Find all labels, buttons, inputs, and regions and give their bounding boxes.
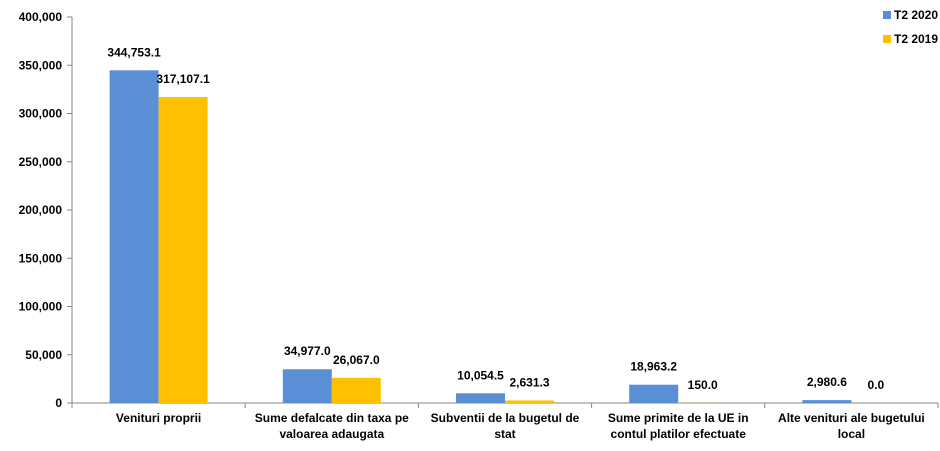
- y-tick-label: 350,000: [19, 58, 63, 72]
- y-tick-label: 200,000: [19, 203, 63, 217]
- bar-series-2019-cat-3: [505, 400, 554, 403]
- bar-series-2020-cat-2: [283, 369, 332, 403]
- data-label-series-2020-cat-2: 34,977.0: [284, 344, 331, 358]
- data-label-series-2019-cat-5: 0.0: [868, 378, 885, 392]
- y-tick-label: 150,000: [19, 251, 63, 265]
- bar-series-2020-cat-5: [802, 400, 851, 403]
- y-tick-label: 250,000: [19, 155, 63, 169]
- bar-series-2020-cat-3: [456, 393, 505, 403]
- data-label-series-2019-cat-4: 150.0: [688, 378, 718, 392]
- data-label-series-2020-cat-3: 10,054.5: [457, 368, 504, 382]
- y-tick-label: 100,000: [19, 300, 63, 314]
- data-label-series-2020-cat-1: 344,753.1: [107, 45, 161, 59]
- data-label-series-2020-cat-4: 18,963.2: [630, 360, 677, 374]
- bar-series-2020-cat-1: [110, 70, 159, 403]
- data-label-series-2019-cat-1: 317,107.1: [156, 72, 210, 86]
- y-tick-label: 300,000: [19, 107, 63, 121]
- data-label-series-2019-cat-3: 2,631.3: [509, 375, 549, 389]
- bar-series-2019-cat-2: [332, 378, 381, 403]
- y-tick-label: 50,000: [25, 348, 62, 362]
- bar-series-2020-cat-4: [629, 385, 678, 403]
- y-tick-label: 400,000: [19, 10, 63, 24]
- y-tick-label: 0: [55, 396, 62, 410]
- legend-label-series-2019: T2 2019: [894, 32, 938, 46]
- legend-swatch-series-2019: [883, 35, 891, 43]
- data-label-series-2020-cat-5: 2,980.6: [807, 375, 847, 389]
- legend-label-series-2020: T2 2020: [894, 8, 938, 22]
- legend-swatch-series-2020: [883, 11, 891, 19]
- bar-series-2019-cat-1: [159, 97, 208, 403]
- category-label-1: Venituri proprii: [116, 411, 201, 425]
- data-label-series-2019-cat-2: 26,067.0: [333, 353, 380, 367]
